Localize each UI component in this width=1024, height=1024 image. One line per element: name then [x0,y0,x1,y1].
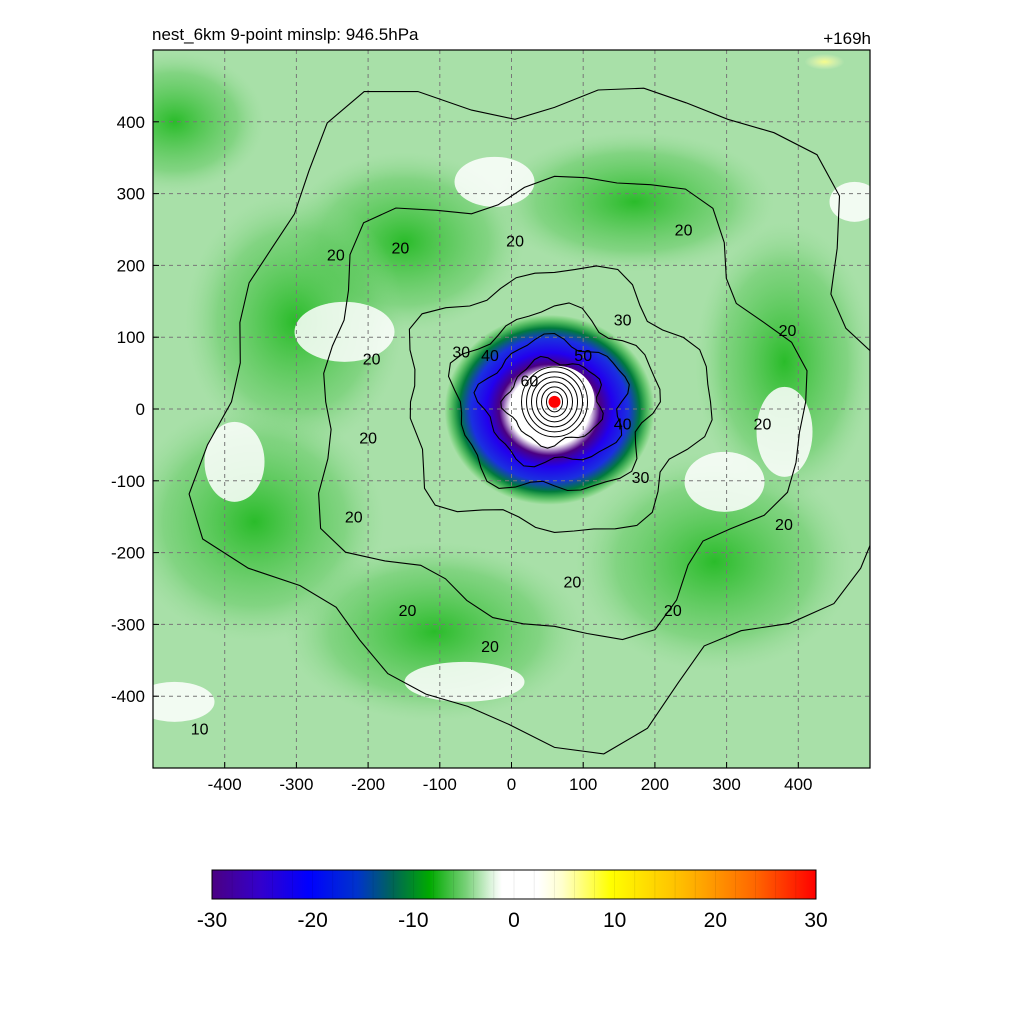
field-gap [684,451,765,512]
contour-label: 20 [363,352,381,369]
contour-label: 20 [506,233,524,250]
y-tick-label: 0 [136,400,145,419]
field-patch [694,221,870,502]
colorbar-tick-label: 20 [704,909,727,932]
y-tick-label: -200 [111,544,145,563]
colorbar-gradient [212,870,816,899]
x-tick-label: 0 [507,775,516,794]
contour-20 [318,175,808,641]
contour-label: 20 [481,639,499,656]
inner-contour [526,371,584,433]
field-gap [294,301,395,362]
contour-label: 40 [614,416,632,433]
field-positive-patch [933,152,977,172]
x-tick-label: -200 [351,775,385,794]
field-patch [574,451,855,672]
y-axis-ticks: 400 300 200 100 0 -100 -200 -300 -400 [111,113,159,706]
field-gap [454,156,535,207]
contour-40 [447,302,661,492]
inner-contour [546,391,564,413]
contour-50 [473,332,630,468]
field-patch [494,131,775,272]
x-tick-label: 300 [712,775,740,794]
storm-center-marker [548,395,561,408]
contour-30 [408,265,713,533]
contour-label: 20 [391,240,409,257]
colorbar-tick-labels: -30 -20 -10 0 10 20 30 [197,909,828,932]
contour-60 [500,355,604,449]
chart-title: nest_6km 9-point minslp: 946.5hPa [152,25,419,44]
y-tick-label: -400 [111,687,145,706]
field-gap [404,661,525,702]
y-tick-label: -100 [111,472,145,491]
time-label: +169h [823,29,871,48]
contour-label: 30 [452,345,470,362]
colorbar: -30 -20 -10 0 10 20 30 [197,869,828,932]
y-tick-label: 300 [117,185,145,204]
contour-label: 20 [399,603,417,620]
colorbar-tick-label: -10 [398,909,428,932]
field-gap [204,421,265,502]
inner-contour [536,381,574,423]
colorbar-frame [211,869,817,900]
x-tick-label: 400 [784,775,812,794]
field-positive-patch [804,53,845,70]
colorbar-tick-label: 10 [603,909,626,932]
y-tick-label: 400 [117,113,145,132]
contour-label: 20 [675,223,693,240]
contour-label: 10 [191,722,209,739]
y-tick-label: 200 [117,256,145,275]
contour-label: 30 [614,312,632,329]
contour-label: 20 [775,517,793,534]
contour-label: 40 [481,348,499,365]
field-gap [829,181,870,222]
colorbar-tick-label: -30 [197,909,227,932]
inner-contour [531,376,579,428]
x-tick-label: -300 [279,775,313,794]
contour-label: 60 [521,373,539,390]
contour-10 [188,87,870,755]
contour-label: 20 [345,510,363,527]
x-tick-label: -100 [423,775,457,794]
inner-contour [521,366,589,438]
contour-labels: 20 20 20 20 20 20 20 20 20 20 20 20 20 20 30 30 30 40 40 50… [191,223,797,739]
inner-contour [541,386,569,418]
colorbar-tick-label: 0 [508,909,520,932]
contour-label: 50 [574,348,592,365]
x-tick-label: -400 [208,775,242,794]
contour-label: 20 [327,248,345,265]
y-tick-label: 100 [117,328,145,347]
colorbar-tick-label: 30 [804,909,827,932]
contour-label: 20 [564,574,582,591]
x-axis-ticks: -400 -300 -200 -100 0 100 200 300 400 [208,762,812,794]
colorbar-separators [231,870,797,899]
field-patch [153,51,265,192]
contour-label: 30 [632,470,650,487]
x-tick-label: 100 [569,775,597,794]
contour-label: 20 [754,416,772,433]
y-tick-label: -300 [111,615,145,634]
plot-area: 20 20 20 20 20 20 20 20 20 20 20 20 20 20 30 30 30 40 40 50… [153,50,977,768]
contour-label: 20 [359,431,377,448]
field-positive-patch [872,80,908,104]
field-gap [153,681,215,722]
x-tick-label: 200 [641,775,669,794]
contour-label: 20 [664,603,682,620]
contour-label: 20 [779,323,797,340]
contour-lines [188,87,870,755]
colorbar-tick-label: -20 [297,909,327,932]
